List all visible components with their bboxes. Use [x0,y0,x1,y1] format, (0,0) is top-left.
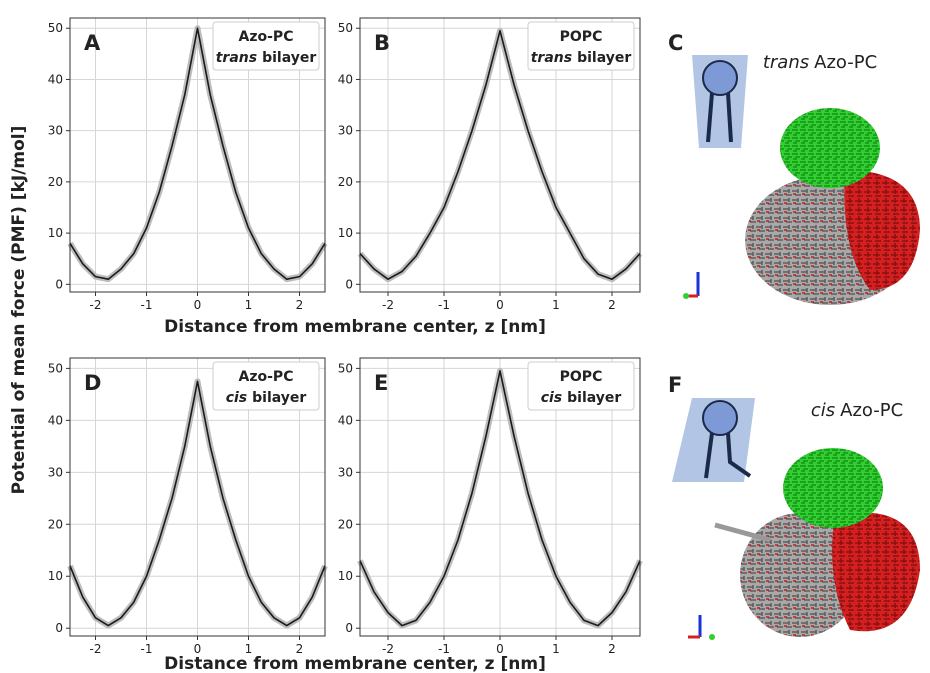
x-tick-label: -1 [141,298,153,312]
annotation-box [212,21,320,71]
panel-letter: F [668,373,682,397]
annotation-rest: bilayer [252,390,306,406]
x-tick-label: 2 [296,642,304,656]
y-tick-label: 50 [48,361,63,375]
pmf-line [69,380,326,627]
y-tick-label: 40 [48,72,63,86]
chart-panel: 0 10 20 30 40 50 -2 -1 0 1 2 D Azo-PC cis bilayer [48,357,328,656]
y-tick-label: 0 [55,621,63,635]
y-tick-label: 10 [48,569,63,583]
chart-panel: 0 10 20 30 40 50 -2 -1 0 1 2 A Azo-PC trans bilayer [48,17,328,312]
x-tick-label: -2 [90,298,102,312]
y-tick-label: 20 [48,175,63,189]
y-tick-label: 50 [338,361,353,375]
plot-frame [69,17,326,293]
label-italic: cis [811,400,835,421]
plot-frame [359,357,641,637]
annotation-italic: cis [541,390,562,406]
y-tick-label: 0 [345,621,353,635]
x-tick-label: 1 [245,298,253,312]
pmf-line [359,30,641,280]
x-tick-label: 2 [296,298,304,312]
lipid-icon [692,55,748,148]
y-tick-label: 10 [338,569,353,583]
y-tick-label: 40 [338,413,353,427]
annotation-line: Azo-PC [239,369,294,385]
annotation-line: trans bilayer [216,50,317,66]
x-tick-label: 0 [194,298,202,312]
x-tick-label: 0 [496,298,504,312]
label-italic: trans [763,52,809,73]
x-tick-label: 1 [245,642,253,656]
lipid-icon [672,398,755,482]
pmf-line [359,370,641,627]
x-tick-label: 0 [194,642,202,656]
annotation-italic: trans [531,50,572,66]
y-tick-label: 0 [55,277,63,291]
annotation-box [527,361,635,411]
y-tick-label: 50 [338,21,353,35]
y-tick-label: 40 [48,413,63,427]
x-tick-label: 2 [608,642,616,656]
annotation-box [212,361,320,411]
x-tick-label: -1 [438,298,450,312]
y-tick-label: 20 [338,175,353,189]
annotation-line: Azo-PC [239,29,294,45]
annotation-rest: bilayer [577,50,631,66]
y-axis-label: Potential of mean force (PMF) [kJ/mol] [9,126,29,495]
panel-letter: E [374,371,388,395]
panel-letter: A [84,31,101,55]
panel-letter: C [668,31,683,55]
x-axis-label: Distance from membrane center, z [nm] [164,654,546,673]
annotation-line: cis bilayer [541,390,622,406]
annotation-box [527,21,635,71]
plot-frame [359,17,641,293]
annotation-line: cis bilayer [226,390,307,406]
y-tick-label: 20 [338,517,353,531]
x-tick-label: 2 [608,298,616,312]
label-name: Azo-PC [840,400,903,421]
annotation-rest: bilayer [567,390,621,406]
annotation-line: POPC [560,29,603,45]
x-tick-label: 1 [552,642,560,656]
y-tick-label: 20 [48,517,63,531]
panel-letter: B [374,31,390,55]
y-tick-label: 50 [48,21,63,35]
structure-label: trans Azo-PC [763,52,877,73]
x-tick-label: -2 [382,298,394,312]
annotation-rest: bilayer [262,50,316,66]
annotation-italic: cis [226,390,247,406]
x-tick-label: 0 [496,642,504,656]
chart-panel: 0 10 20 30 40 50 -2 -1 0 1 2 B POPC trans bilayer [338,17,643,312]
x-tick-label: -2 [382,642,394,656]
y-tick-label: 30 [48,465,63,479]
y-tick-label: 10 [338,226,353,240]
label-name: Azo-PC [814,52,877,73]
y-tick-label: 10 [48,226,63,240]
molecule-cis [688,448,920,640]
x-tick-label: -1 [141,642,153,656]
y-tick-label: 30 [338,465,353,479]
annotation-line: POPC [560,369,603,385]
annotation-italic: trans [216,50,257,66]
chart-panel: 0 10 20 30 40 50 -2 -1 0 1 2 E POPC cis bilayer [338,357,643,656]
y-tick-label: 0 [345,277,353,291]
plot-frame [69,357,326,637]
y-tick-label: 40 [338,72,353,86]
annotation-line: trans bilayer [531,50,632,66]
panel-letter: D [84,371,101,395]
structure-label: cis Azo-PC [811,400,903,421]
x-axis-label: Distance from membrane center, z [nm] [164,317,546,337]
pmf-line [69,27,326,280]
molecule-trans [683,108,920,305]
x-tick-label: 1 [552,298,560,312]
y-tick-label: 30 [48,124,63,138]
x-tick-label: -1 [438,642,450,656]
y-tick-label: 30 [338,124,353,138]
x-tick-label: -2 [90,642,102,656]
